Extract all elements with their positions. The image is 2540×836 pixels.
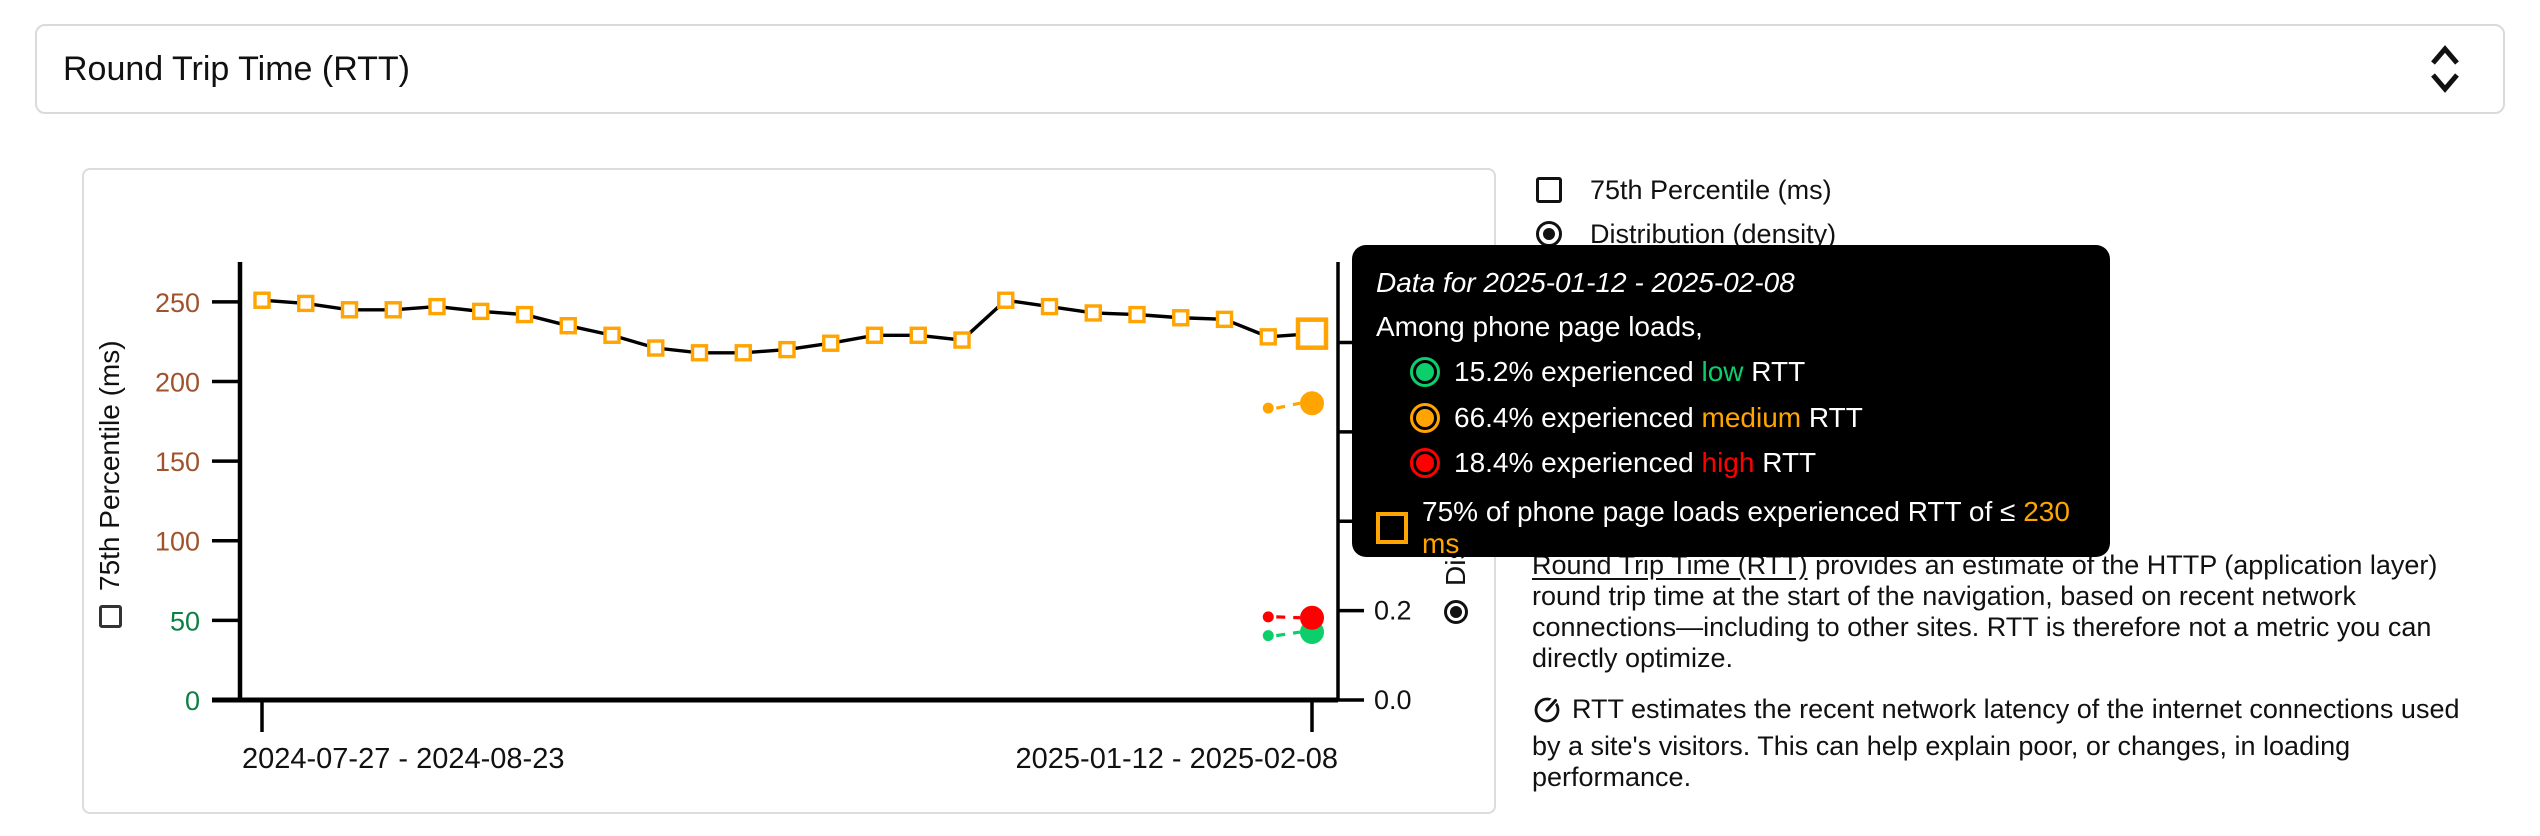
svg-text:2024-07-27 - 2024-08-23: 2024-07-27 - 2024-08-23: [242, 743, 564, 775]
metric-description: Round Trip Time (RTT) provides an estima…: [1532, 550, 2512, 674]
percentile-label: 75th Percentile (ms): [1590, 174, 1832, 205]
tooltip-summary-text: 75% of phone page loads experienced RTT …: [1422, 495, 2070, 560]
left-axis-title: 75th Percentile (ms): [94, 340, 126, 628]
percentile-checkbox-icon: [98, 605, 122, 628]
percentile-checkbox[interactable]: [1536, 177, 1562, 203]
description-line: directly optimize.: [1532, 643, 1734, 673]
series-controls: 75th Percentile (ms) Distribution (densi…: [1536, 168, 1836, 256]
metric-selector[interactable]: Round Trip Time (RTT): [35, 24, 2505, 114]
chart-tooltip: Data for 2025-01-12 - 2025-02-08 Among p…: [1352, 245, 2110, 560]
metric-explanation: RTT estimates the recent network latency…: [1532, 694, 2512, 793]
svg-text:0.0: 0.0: [1374, 685, 1412, 715]
tooltip-row-medium: 66.4% experienced medium RTT: [1410, 402, 2088, 434]
distribution-radio[interactable]: [1536, 221, 1562, 247]
medium-density-dot-icon: [1410, 402, 1440, 433]
tooltip-row-high-text: 18.4% experienced high RTT: [1454, 446, 1817, 478]
tooltip-row-low-text: 15.2% experienced low RTT: [1454, 356, 1806, 388]
percentile-square-icon: [1376, 512, 1408, 545]
tooltip-summary-row: 75% of phone page loads experienced RTT …: [1376, 496, 2088, 560]
high-density-dot-icon: [1410, 447, 1440, 478]
svg-text:150: 150: [155, 447, 200, 477]
description-line: round trip time at the start of the navi…: [1532, 581, 2356, 611]
chart-card: [82, 168, 1496, 814]
tooltip-row-high: 18.4% experienced high RTT: [1410, 447, 2088, 479]
svg-text:0.2: 0.2: [1374, 596, 1412, 626]
svg-text:250: 250: [155, 288, 200, 318]
tooltip-row-medium-text: 66.4% experienced medium RTT: [1454, 401, 1863, 433]
svg-text:100: 100: [155, 527, 200, 557]
svg-text:2025-01-12 - 2025-02-08: 2025-01-12 - 2025-02-08: [1016, 743, 1338, 775]
svg-text:200: 200: [155, 367, 200, 397]
low-density-dot-icon: [1410, 357, 1440, 388]
left-axis-title-text: 75th Percentile (ms): [94, 340, 125, 591]
tooltip-row-low: 15.2% experienced low RTT: [1410, 356, 2088, 388]
legend-item-percentile[interactable]: 75th Percentile (ms): [1536, 168, 1836, 212]
description-line: performance.: [1532, 762, 1692, 792]
tooltip-subtitle: Among phone page loads,: [1376, 311, 1703, 343]
tooltip-title: Data for 2025-01-12 - 2025-02-08: [1376, 267, 1795, 298]
distribution-label: Distribution (density): [1590, 218, 1837, 249]
svg-text:50: 50: [170, 606, 200, 636]
description-line: connections—including to other sites. RT…: [1532, 612, 2432, 642]
description-line: by a site's visitors. This can help expl…: [1532, 731, 2351, 761]
legend-item-distribution[interactable]: Distribution (density): [1536, 212, 1836, 256]
speed-gauge-icon: [1532, 694, 1562, 731]
description-line: RTT estimates the recent network latency…: [1532, 694, 2512, 731]
distribution-radio-icon: [1444, 600, 1468, 624]
unfold-chevrons-icon: [2425, 40, 2465, 98]
metric-selector-value: Round Trip Time (RTT): [63, 49, 411, 88]
svg-text:0: 0: [185, 686, 200, 716]
